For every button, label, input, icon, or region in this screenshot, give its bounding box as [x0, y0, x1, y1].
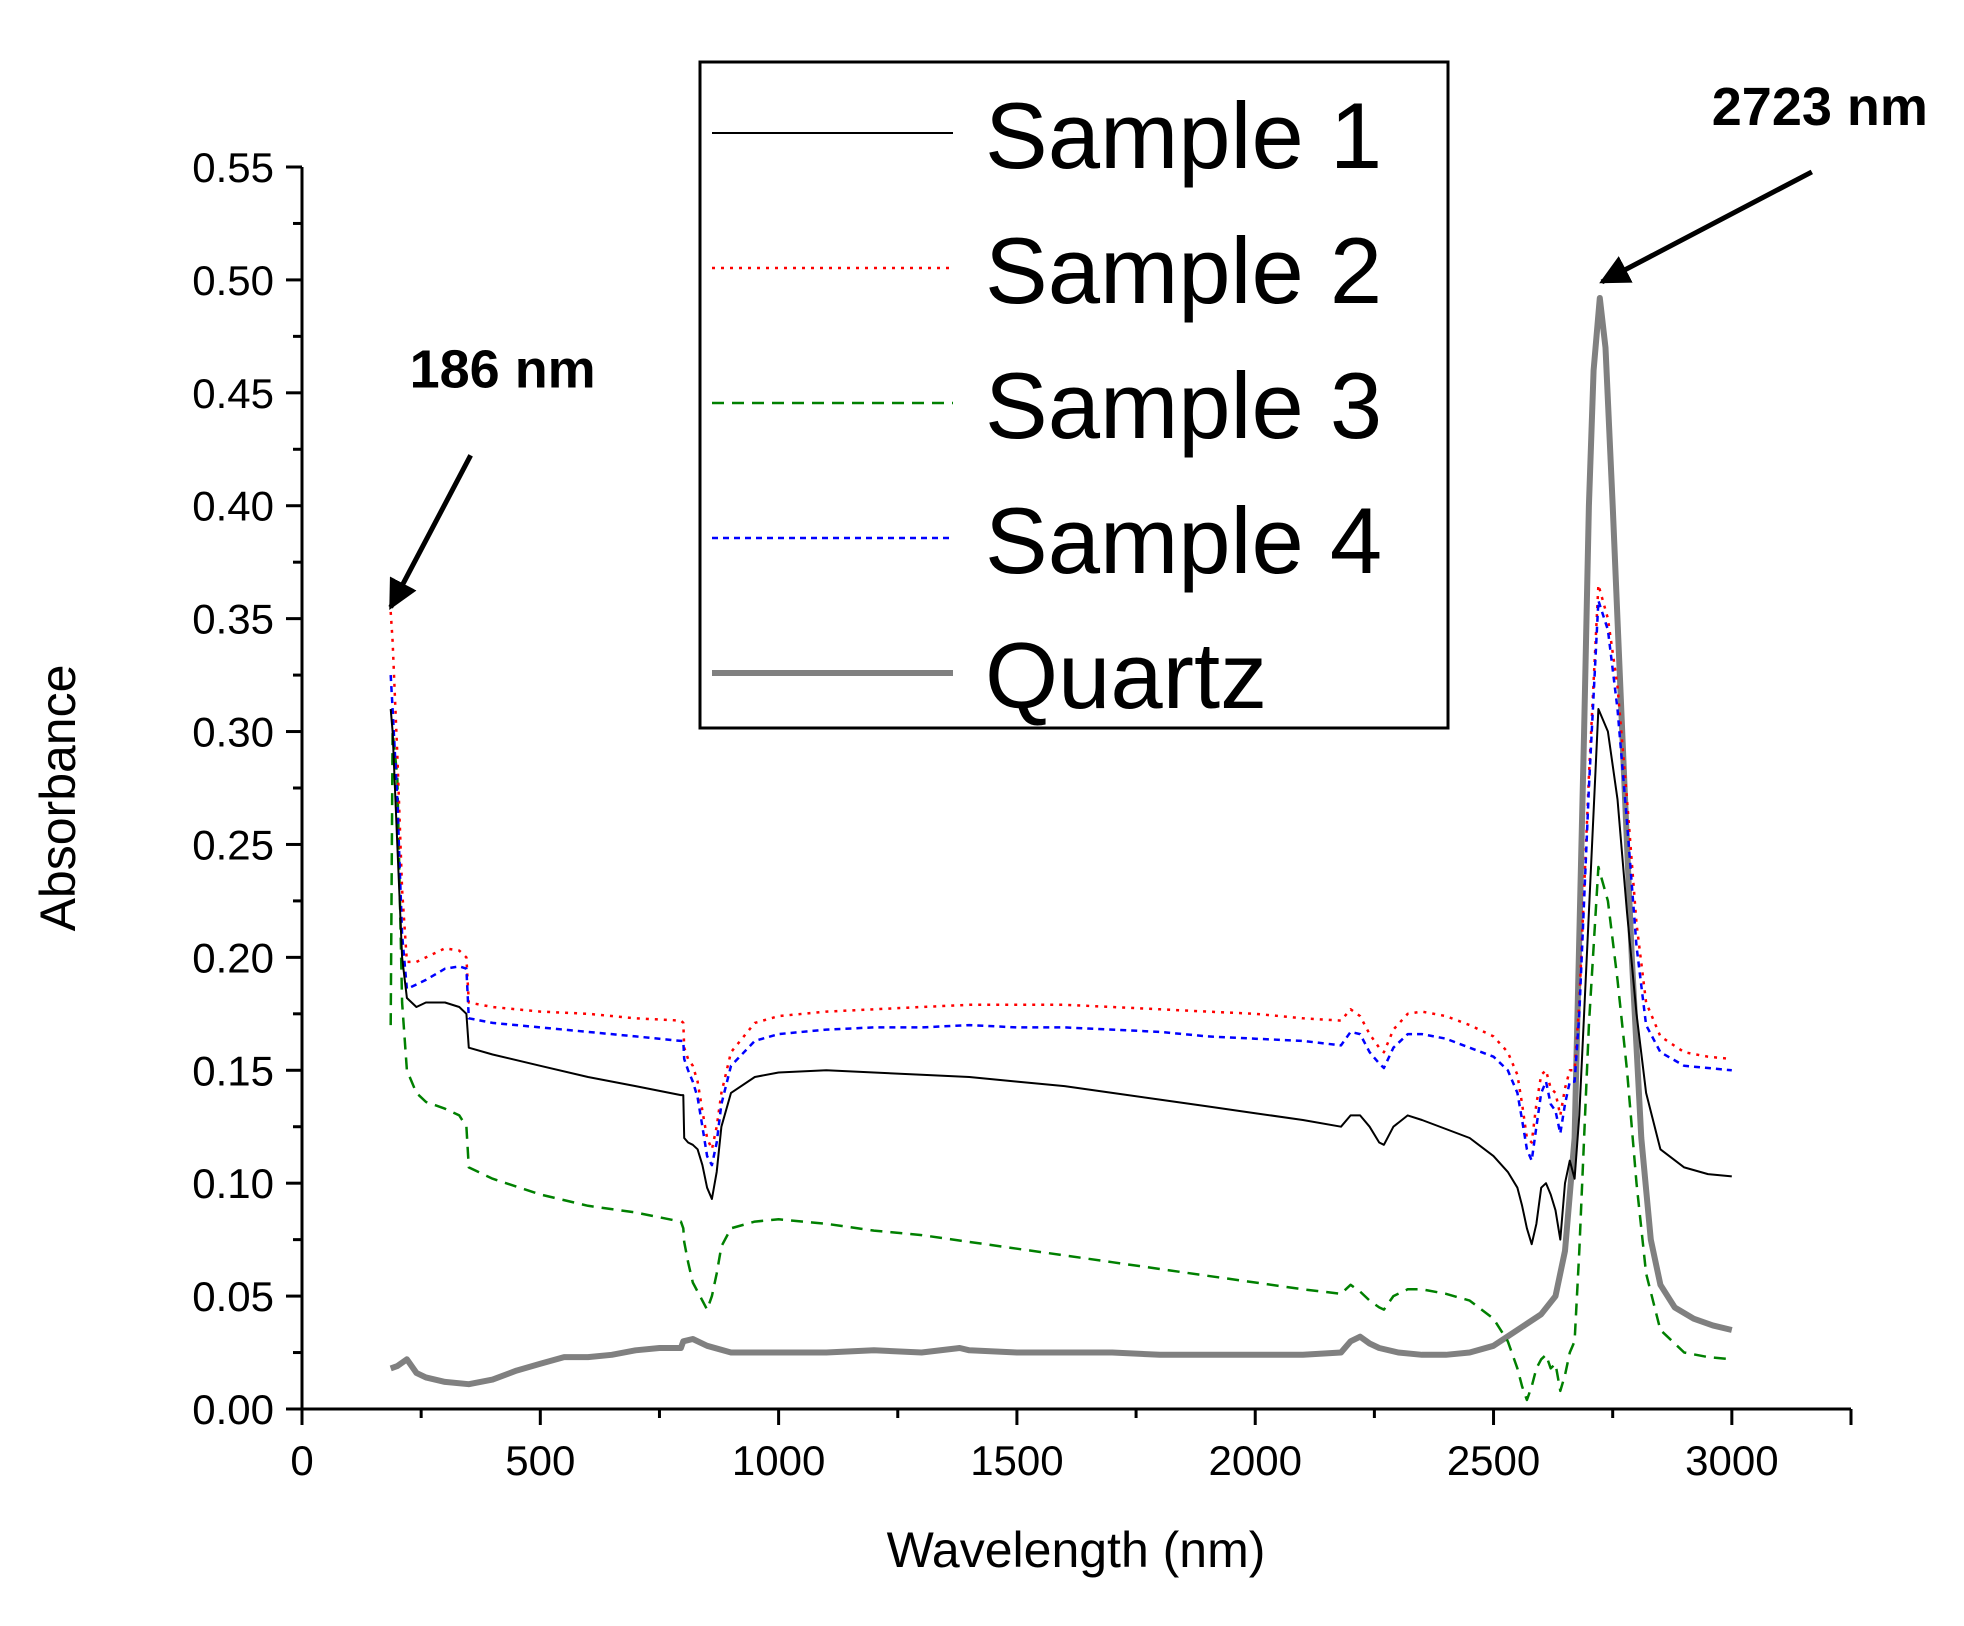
series-layer	[389, 295, 1733, 1402]
legend-box	[698, 60, 1450, 730]
y-tick-label: 0.10	[192, 1160, 274, 1207]
annotation-2723nm: 2723 nm	[1712, 77, 1928, 137]
y-tick-label: 0.40	[192, 483, 274, 530]
x-tick-label: 0	[290, 1437, 313, 1484]
legend-label-sample-1: Sample 1	[985, 83, 1382, 188]
y-tick-label: 0.30	[192, 709, 274, 756]
x-axis-title: Wavelength (nm)	[887, 1522, 1266, 1578]
x-tick-label: 2500	[1447, 1437, 1540, 1484]
ticks: 0 500 1000 1500 2000 2500 3000 0.00 0.05 0.10 0.15…	[192, 144, 1853, 1484]
y-tick-label: 0.05	[192, 1273, 274, 1320]
series-line-sample-1	[389, 708, 1732, 1246]
series-line-sample-3	[389, 730, 1732, 1402]
arrow-186nm	[388, 454, 473, 611]
y-axis-title: Absorbance	[30, 665, 86, 932]
y-tick-label: 0.35	[192, 596, 274, 643]
legend-label-sample-4: Sample 4	[985, 488, 1382, 593]
series-line-quartz	[389, 295, 1733, 1388]
x-tick-label: 1500	[970, 1437, 1063, 1484]
series-line-sample-2	[389, 583, 1732, 1151]
arrow-2723nm	[1599, 169, 1813, 285]
annotation-186nm: 186 nm	[410, 339, 596, 399]
x-tick-label: 1000	[732, 1437, 825, 1484]
x-tick-label: 3000	[1685, 1437, 1778, 1484]
x-tick-label: 2000	[1209, 1437, 1302, 1484]
y-tick-label: 0.55	[192, 144, 274, 191]
legend-label-sample-3: Sample 3	[985, 353, 1382, 458]
y-tick-label: 0.00	[192, 1386, 274, 1433]
y-tick-label: 0.50	[192, 257, 274, 304]
legend: Sample 1 Sample 2 Sample 3 Sample 4 Quartz	[698, 60, 1450, 730]
y-tick-label: 0.25	[192, 821, 274, 868]
legend-label-sample-2: Sample 2	[985, 218, 1382, 323]
y-tick-label: 0.15	[192, 1047, 274, 1094]
y-tick-label: 0.20	[192, 934, 274, 981]
annotations: 186 nm 2723 nm	[388, 77, 1928, 611]
y-tick-label: 0.45	[192, 370, 274, 417]
x-tick-label: 500	[505, 1437, 575, 1484]
series-line-sample-4	[389, 599, 1732, 1167]
legend-label-quartz: Quartz	[985, 623, 1267, 728]
